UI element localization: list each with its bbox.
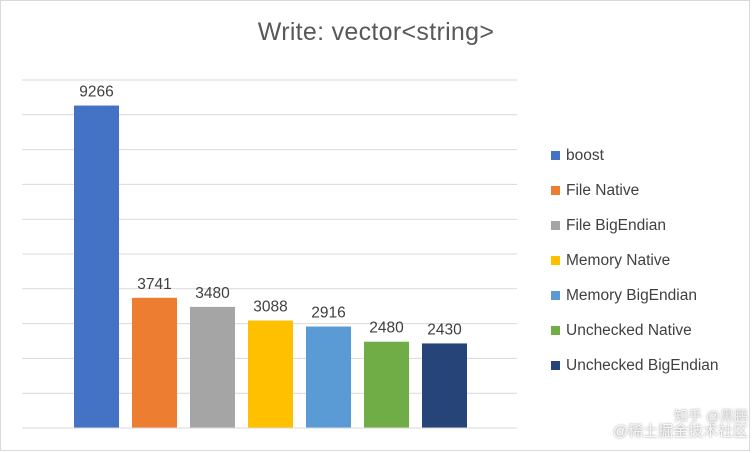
legend-swatch xyxy=(551,151,560,160)
chart-title: Write: vector<string> xyxy=(257,18,495,46)
data-label-memory-native: 3088 xyxy=(253,299,287,316)
bar-file-bigendian xyxy=(190,306,235,428)
legend-swatch xyxy=(551,326,560,335)
legend-label: Memory BigEndian xyxy=(566,286,697,304)
bar-unchecked-bigendian xyxy=(422,343,467,428)
legend-swatch xyxy=(551,186,560,195)
legend-label: File Native xyxy=(566,181,640,199)
data-label-file-bigendian: 3480 xyxy=(195,285,230,302)
legend-swatch xyxy=(551,256,560,265)
bar-memory-bigendian xyxy=(306,326,351,428)
legend-item-file-native: File Native xyxy=(551,173,746,208)
legend-label: File BigEndian xyxy=(566,216,666,234)
legend-label: Unchecked BigEndian xyxy=(566,356,719,374)
bar-unchecked-native xyxy=(364,341,409,428)
data-label-file-native: 3741 xyxy=(137,276,171,293)
legend-swatch xyxy=(551,361,560,370)
legend-item-boost: boost xyxy=(551,138,746,173)
legend-item-unchecked-native: Unchecked Native xyxy=(551,313,746,348)
bar-file-native xyxy=(132,297,177,428)
bar-memory-native xyxy=(248,320,293,428)
data-label-boost: 9266 xyxy=(79,84,113,101)
legend-item-unchecked-bigendian: Unchecked BigEndian xyxy=(551,348,746,383)
legend-item-file-bigendian: File BigEndian xyxy=(551,208,746,243)
data-label-memory-bigendian: 2916 xyxy=(311,305,345,322)
data-labels: 9266 3741 3480 3088 2916 2480 2430 xyxy=(79,84,462,339)
bars xyxy=(74,105,467,428)
data-label-unchecked-bigendian: 2430 xyxy=(427,321,462,338)
legend-label: Memory Native xyxy=(566,251,671,269)
legend-item-memory-native: Memory Native xyxy=(551,243,746,278)
bar-boost xyxy=(74,105,119,428)
legend-swatch xyxy=(551,221,560,230)
legend-label: Unchecked Native xyxy=(566,321,692,339)
legend-label: boost xyxy=(566,146,604,164)
legend: boost File Native File BigEndian Memory Nat… xyxy=(551,138,746,383)
data-label-unchecked-native: 2480 xyxy=(369,320,404,337)
legend-swatch xyxy=(551,291,560,300)
legend-item-memory-bigendian: Memory BigEndian xyxy=(551,278,746,313)
